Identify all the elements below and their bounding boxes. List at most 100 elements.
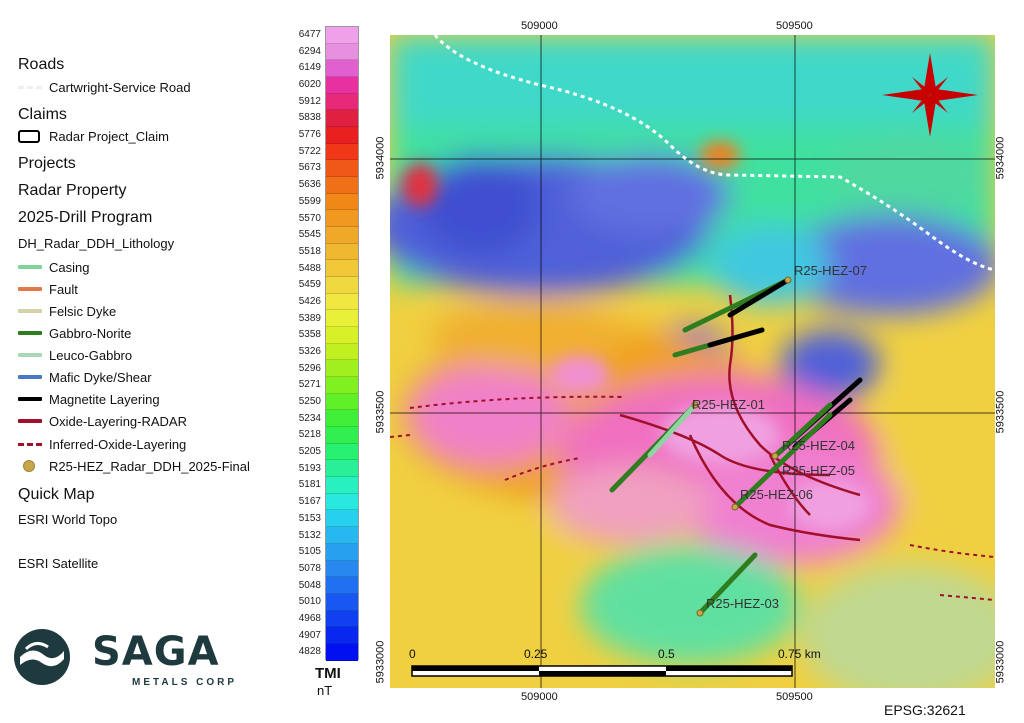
colorbar-cell [326, 410, 358, 428]
colorbar-tick-label: 5326 [298, 346, 321, 357]
legend-lithology-item: Fault [18, 279, 78, 299]
colorbar-cell [326, 43, 358, 61]
colorbar-tick-label: 5271 [298, 379, 321, 391]
colorbar-cell [326, 227, 358, 244]
logo-subtitle: METALS CORP [132, 677, 238, 688]
colorbar-tick-label: 5570 [298, 212, 321, 224]
colorbar-title: TMI [315, 665, 341, 682]
lithology-label: Gabbro-Norite [49, 325, 132, 341]
logo-name: SAGA [92, 629, 220, 675]
tmi-colorbar [325, 26, 359, 661]
lithology-label: Magnetite Layering [49, 391, 160, 407]
colorbar-tick-label: 5673 [298, 162, 321, 174]
colorbar-cell [326, 477, 358, 494]
colorbar-cell [326, 460, 358, 478]
legend-claims-heading: Claims [18, 106, 67, 123]
lithology-symbol [18, 327, 42, 339]
colorbar-tick-label: 5218 [298, 429, 321, 441]
grid-y-right-5933500: 5933500 [994, 390, 1007, 434]
colorbar-tick-label: 5459 [298, 279, 321, 291]
colorbar-tick-label: 5912 [298, 95, 321, 107]
scale-label-075: 0.75 km [778, 647, 821, 661]
scale-label-025: 0.25 [524, 647, 548, 661]
colorbar-cell [326, 443, 358, 461]
colorbar-tick-label: 5389 [298, 312, 321, 324]
lithology-symbol [18, 415, 42, 427]
lithology-symbol [18, 261, 42, 273]
grid-y-right-5933000: 5933000 [994, 640, 1007, 684]
lithology-symbol [18, 371, 42, 383]
colorbar-tick-label: 5776 [298, 129, 321, 141]
colorbar-cell [326, 127, 358, 144]
scale-label-0: 0 [409, 647, 416, 661]
colorbar-cell [326, 527, 358, 544]
colorbar-tick-label: 4968 [298, 612, 321, 624]
map-legend: Roads Cartwright-Service Road Claims Rad… [0, 0, 300, 723]
grid-y-left-5933500: 5933500 [374, 390, 387, 434]
lithology-symbol [18, 393, 42, 405]
grid-y-right-5934000: 5934000 [994, 136, 1007, 180]
colorbar-cell [326, 643, 358, 661]
tmi-hotspots [402, 141, 870, 530]
drill-traces [609, 277, 863, 616]
service-road [433, 35, 995, 272]
inferred-oxide-layering [390, 395, 995, 601]
legend-projects-heading: Projects [18, 155, 76, 172]
colorbar-tick-label: 5518 [298, 245, 321, 257]
drillhole-label-04: R25-HEZ-04 [782, 438, 855, 453]
grid-lines [390, 35, 995, 688]
colorbar-tick-label: 5010 [298, 596, 321, 608]
colorbar-cell [326, 160, 358, 178]
colorbar-cell [326, 560, 358, 578]
drill-collars [691, 276, 792, 617]
legend-claim-label: Radar Project_Claim [49, 128, 169, 144]
colorbar-cell [326, 327, 358, 344]
lithology-label: Leuco-Gabbro [49, 347, 133, 363]
saga-logo: SAGA METALS CORP [12, 625, 242, 695]
legend-road-item: Cartwright-Service Road [18, 77, 191, 97]
legend-holes-label: R25-HEZ_Radar_DDH_2025-Final [49, 458, 250, 474]
saga-logo-icon [14, 629, 70, 685]
legend-lithology-item: Felsic Dyke [18, 301, 116, 321]
colorbar-tick-label: 5048 [298, 579, 321, 591]
colorbar-tick-label: 5426 [298, 295, 321, 307]
colorbar-cell [326, 60, 358, 78]
colorbar-cell [326, 260, 358, 278]
road-symbol [18, 81, 42, 93]
legend-lithology-heading: DH_Radar_DDH_Lithology [18, 236, 175, 251]
colorbar-cell [326, 210, 358, 228]
scale-label-05: 0.5 [658, 647, 675, 661]
colorbar-tick-label: 5234 [298, 412, 321, 424]
compass-star-icon [882, 53, 978, 137]
colorbar-tick-label: 6294 [298, 45, 321, 57]
tmi-map-svg [390, 35, 995, 688]
drillhole-label-01: R25-HEZ-01 [692, 397, 765, 412]
colorbar-tick-label: 6477 [298, 29, 321, 40]
colorbar-tick-label: 5167 [298, 496, 321, 508]
colorbar-tick-label: 5205 [298, 446, 321, 458]
legend-inferred-item: Inferred-Oxide-Layering [18, 434, 186, 454]
legend-inferred-label: Inferred-Oxide-Layering [49, 436, 187, 452]
tmi-map-panel[interactable]: R25-HEZ-07 R25-HEZ-01 R25-HEZ-04 R25-HEZ… [390, 35, 995, 688]
colorbar-tick-label: 6149 [298, 62, 321, 74]
colorbar-tick-label: 5636 [298, 179, 321, 191]
colorbar-tick-label: 6020 [298, 79, 321, 91]
drillhole-label-03: R25-HEZ-03 [706, 596, 779, 611]
colorbar-cell [326, 143, 358, 161]
colorbar-tick-label: 5722 [298, 145, 321, 157]
colorbar-cell [326, 93, 358, 111]
lithology-symbol [18, 305, 42, 317]
colorbar-tick-label: 5545 [298, 229, 321, 241]
colorbar-cell [326, 293, 358, 311]
colorbar-cell [326, 427, 358, 444]
colorbar-tick-label: 5488 [298, 262, 321, 274]
legend-quickmap-heading: Quick Map [18, 486, 95, 503]
drillhole-label-05: R25-HEZ-05 [782, 463, 855, 478]
lithology-label: Fault [49, 281, 78, 297]
colorbar-tick-label: 5250 [298, 396, 321, 408]
basemap-satellite: ESRI Satellite [18, 556, 99, 571]
colorbar-cell [326, 627, 358, 644]
grid-y-left-5933000: 5933000 [374, 640, 387, 684]
lithology-label: Casing [49, 259, 90, 275]
colorbar-tick-label: 5296 [298, 362, 321, 374]
